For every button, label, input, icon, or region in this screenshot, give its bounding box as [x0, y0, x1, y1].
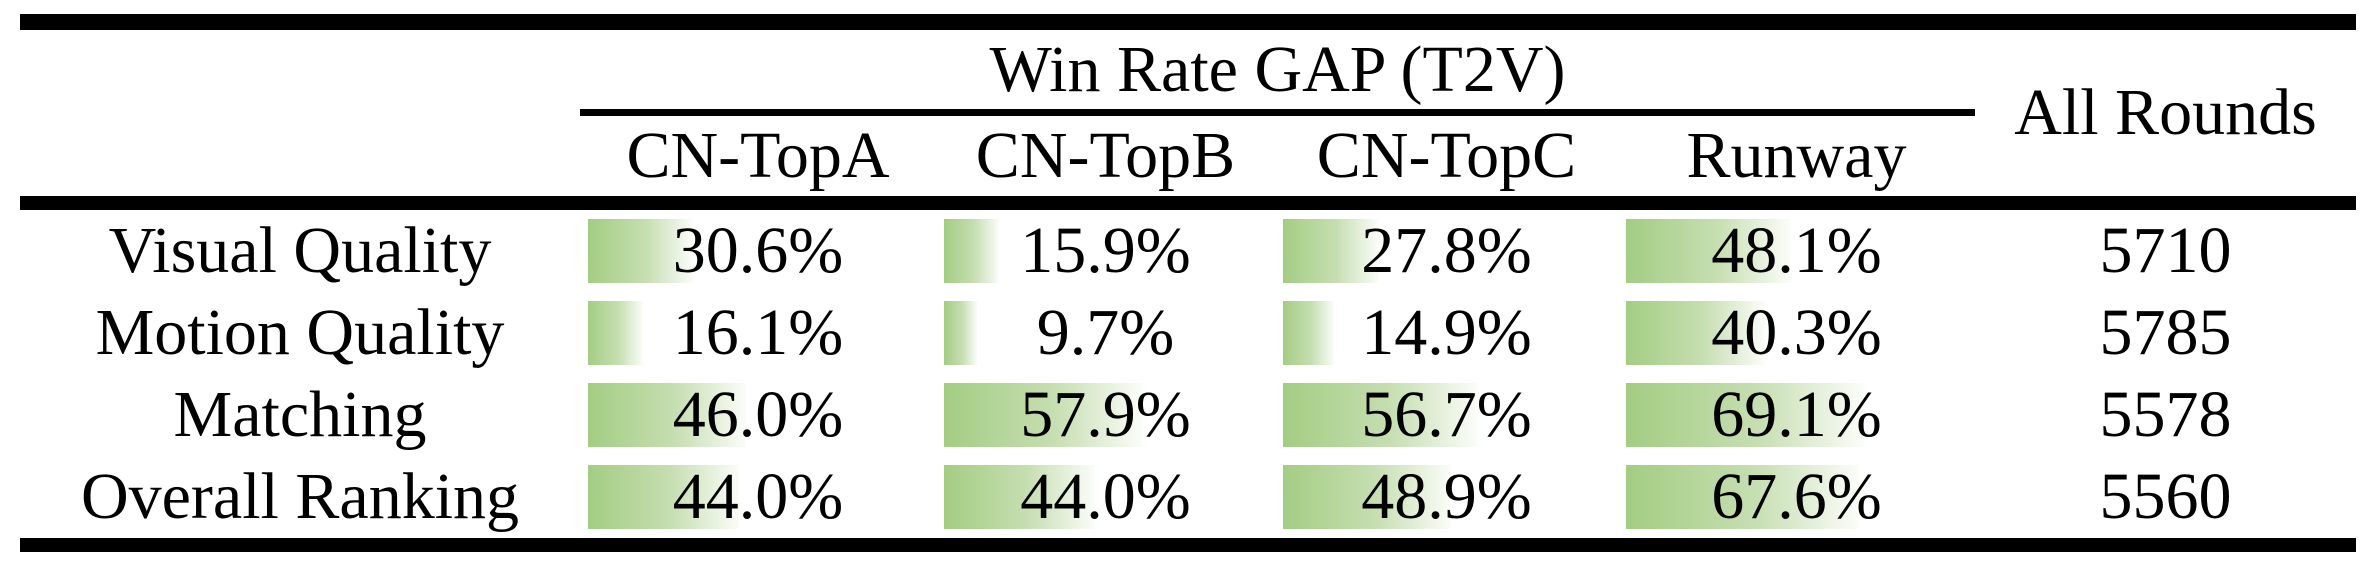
- table-body: Visual Quality 30.6% 15.9% 27.8% 48.1%: [20, 210, 2356, 538]
- win-rate-bar: [1283, 465, 1452, 529]
- value-text: 44.0%: [1020, 460, 1191, 533]
- win-rate-bar: [1283, 301, 1335, 365]
- win-rate-bar: [1626, 219, 1792, 283]
- group-title: Win Rate GAP (T2V): [580, 30, 1975, 116]
- win-rate-bar: [944, 465, 1096, 529]
- table-bottom-rule: [20, 538, 2356, 552]
- value-cell: 48.9%: [1275, 456, 1618, 538]
- value-text: 15.9%: [1020, 214, 1191, 287]
- win-rate-table: Win Rate GAP (T2V) CN-TopA CN-TopB CN-To…: [20, 14, 2356, 552]
- value-cell: 48.1%: [1618, 210, 1975, 292]
- header-group-win-rate: Win Rate GAP (T2V) CN-TopA CN-TopB CN-To…: [580, 30, 1975, 196]
- value-text: 9.7%: [1036, 296, 1175, 369]
- column-header-cn-topa: CN-TopA: [626, 119, 890, 192]
- value-cell: 16.1%: [580, 292, 936, 374]
- value-cell: 46.0%: [580, 374, 936, 456]
- value-cell: 9.7%: [936, 292, 1275, 374]
- value-cell: 67.6%: [1618, 456, 1975, 538]
- win-rate-bar: [588, 465, 740, 529]
- value-text: 57.9%: [1020, 378, 1191, 451]
- value-cell: 69.1%: [1618, 374, 1975, 456]
- value-cell: 44.0%: [936, 456, 1275, 538]
- win-rate-bar: [944, 301, 978, 365]
- column-header-row: CN-TopA CN-TopB CN-TopC Runway: [580, 116, 1975, 196]
- win-rate-bar: [944, 383, 1144, 447]
- value-cell: 30.6%: [580, 210, 936, 292]
- table-mid-rule: [20, 196, 2356, 210]
- value-text: 48.1%: [1711, 214, 1882, 287]
- table-top-rule: [20, 14, 2356, 30]
- win-rate-bar: [588, 219, 694, 283]
- win-rate-bar: [1283, 219, 1379, 283]
- table-row: Motion Quality 16.1% 9.7% 14.9% 40.3%: [20, 292, 2356, 374]
- column-header-runway: Runway: [1686, 119, 1907, 192]
- all-rounds-cell: 5578: [2099, 378, 2232, 451]
- all-rounds-cell: 5710: [2099, 214, 2232, 287]
- value-text: 16.1%: [672, 296, 844, 369]
- row-label: Matching: [173, 378, 427, 451]
- table-row: Visual Quality 30.6% 15.9% 27.8% 48.1%: [20, 210, 2356, 292]
- value-cell: 27.8%: [1275, 210, 1618, 292]
- value-cell: 14.9%: [1275, 292, 1618, 374]
- value-cell: 56.7%: [1275, 374, 1618, 456]
- value-text: 46.0%: [672, 378, 844, 451]
- column-header-cn-topc: CN-TopC: [1316, 119, 1577, 192]
- value-text: 27.8%: [1361, 214, 1532, 287]
- value-text: 14.9%: [1361, 296, 1532, 369]
- row-label: Visual Quality: [108, 214, 492, 287]
- value-text: 56.7%: [1361, 378, 1532, 451]
- value-text: 40.3%: [1711, 296, 1882, 369]
- win-rate-bar: [944, 219, 999, 283]
- value-cell: 57.9%: [936, 374, 1275, 456]
- win-rate-bar: [1283, 383, 1479, 447]
- all-rounds-cell: 5560: [2099, 460, 2232, 533]
- win-rate-bar: [588, 301, 644, 365]
- value-cell: 40.3%: [1618, 292, 1975, 374]
- table-header: Win Rate GAP (T2V) CN-TopA CN-TopB CN-To…: [20, 30, 2356, 196]
- value-text: 67.6%: [1711, 460, 1882, 533]
- win-rate-bar: [1626, 301, 1765, 365]
- row-label: Overall Ranking: [80, 460, 520, 533]
- value-cell: 15.9%: [936, 210, 1275, 292]
- value-text: 30.6%: [672, 214, 844, 287]
- column-header-cn-topb: CN-TopB: [975, 119, 1236, 192]
- win-rate-bar: [1626, 383, 1864, 447]
- row-label: Motion Quality: [95, 296, 505, 369]
- header-empty-corner: [20, 30, 580, 196]
- value-cell: 44.0%: [580, 456, 936, 538]
- win-rate-bar: [588, 383, 747, 447]
- value-text: 69.1%: [1711, 378, 1882, 451]
- column-header-all-rounds: All Rounds: [2014, 76, 2317, 149]
- value-text: 44.0%: [672, 460, 844, 533]
- win-rate-bar: [1626, 465, 1859, 529]
- table-row: Matching 46.0% 57.9% 56.7% 69.1% 557: [20, 374, 2356, 456]
- all-rounds-cell: 5785: [2099, 296, 2232, 369]
- table-row: Overall Ranking 44.0% 44.0% 48.9% 67.6%: [20, 456, 2356, 538]
- value-text: 48.9%: [1361, 460, 1532, 533]
